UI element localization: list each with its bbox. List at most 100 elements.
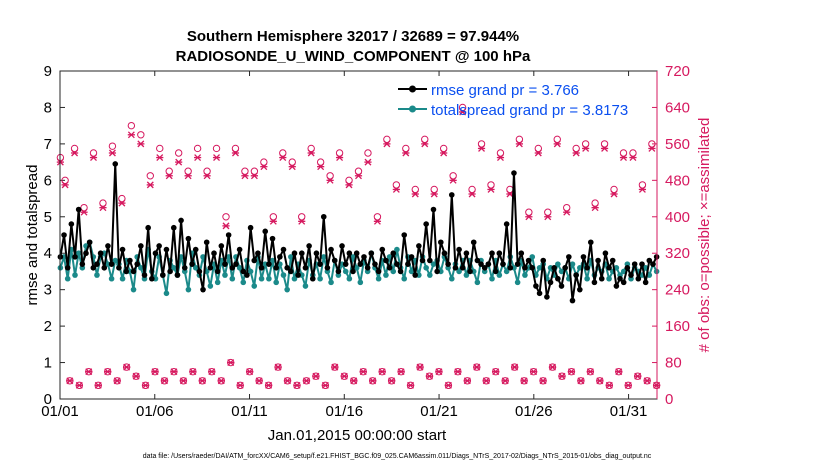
x-tick-label: 01/01 [41, 403, 79, 420]
rmse-point [317, 261, 323, 267]
obs-assimilated-point [383, 140, 391, 148]
totalspread-point [163, 290, 170, 297]
obs-assimilated-point [85, 368, 93, 376]
obs-possible-point [581, 140, 590, 148]
rmse-point [222, 261, 228, 267]
obs-assimilated-point [605, 381, 613, 389]
obs-assimilated-point [255, 377, 263, 385]
obs-assimilated-point [160, 377, 169, 385]
obs-possible-point [563, 203, 571, 212]
obs-possible-point [260, 158, 268, 166]
rmse-point [390, 250, 397, 257]
rmse-point [86, 239, 93, 246]
totalspread-point [503, 268, 510, 275]
rmse-point [211, 250, 217, 257]
totalspread-point [207, 283, 214, 289]
y-right-tick-label: 240 [665, 282, 690, 299]
obs-assimilated-point [638, 185, 647, 193]
rmse-point [577, 286, 583, 293]
obs-assimilated-point [402, 149, 410, 157]
totalspread-point [463, 272, 470, 278]
obs-assimilated-point [335, 154, 344, 162]
totalspread-point [427, 272, 433, 278]
obs-possible-point [383, 135, 391, 144]
obs-assimilated-point [123, 363, 131, 371]
obs-possible-point [165, 167, 173, 175]
rmse-point [240, 268, 247, 275]
totalspread-point [489, 275, 495, 282]
rmse-point [405, 261, 411, 267]
obs-assimilated-point [525, 213, 533, 221]
y-tick-label: 4 [44, 245, 52, 262]
y-tick-label: 1 [44, 355, 52, 372]
rmse-point [156, 243, 162, 249]
obs-assimilated-point [388, 377, 396, 385]
rmse-point [609, 257, 616, 264]
rmse-point [474, 257, 481, 264]
rmse-point [229, 265, 236, 271]
rmse-point [141, 272, 148, 278]
obs-assimilated-point [165, 172, 173, 180]
obs-possible-point [108, 142, 117, 150]
obs-assimilated-point [94, 381, 102, 389]
obs-assimilated-point [577, 377, 585, 385]
rmse-point [423, 221, 429, 227]
y-axis-label-right: # of obs: o=possible; ×=assimilated [696, 118, 713, 353]
footnote: data file: /Users/raeder/DAI/ATM_forcXX/… [143, 453, 652, 460]
rmse-point [64, 265, 71, 271]
y-axis-label: rmse and totalspread [24, 165, 41, 306]
rmse-point [295, 272, 301, 278]
rmse-point [309, 275, 316, 282]
obs-assimilated-point [236, 381, 244, 389]
rmse-point [163, 246, 170, 253]
rmse-point [299, 250, 305, 257]
rmse-point [551, 265, 557, 271]
obs-possible-point [439, 144, 448, 153]
rmse-point [350, 268, 356, 275]
rmse-point [470, 239, 477, 246]
obs-possible-point [61, 176, 69, 185]
obs-possible-point [307, 144, 315, 153]
x-axis-label: Jan.01,2015 00:00:00 start [268, 427, 447, 444]
rmse-point [606, 265, 612, 271]
obs-assimilated-point [354, 172, 363, 180]
rmse-point [408, 254, 415, 260]
obs-assimilated-point [511, 363, 519, 371]
rmse-point [328, 246, 334, 253]
obs-possible-point [212, 144, 221, 153]
rmse-point [335, 268, 342, 275]
totalspread-point [72, 272, 78, 278]
y-tick-label: 5 [44, 209, 52, 226]
obs-assimilated-point [279, 154, 287, 162]
totalspread-point [280, 272, 287, 278]
obs-assimilated-point [553, 140, 561, 148]
rmse-point [306, 243, 312, 249]
obs-possible-point [477, 140, 486, 148]
totalspread-point [138, 265, 144, 271]
rmse-point [291, 250, 298, 257]
rmse-point [379, 246, 386, 253]
obs-assimilated-point [544, 213, 552, 221]
obs-assimilated-point [454, 368, 462, 376]
rmse-point [522, 265, 528, 271]
rmse-point [602, 250, 609, 257]
obs-possible-point [487, 181, 495, 189]
rmse-point [244, 272, 250, 278]
obs-assimilated-point [293, 381, 301, 389]
obs-assimilated-point [350, 377, 358, 385]
obs-possible-point [80, 203, 88, 212]
totalspread-point [229, 275, 236, 282]
rmse-point [452, 265, 459, 271]
rmse-point [496, 250, 503, 257]
rmse-point [233, 261, 239, 267]
rmse-point [383, 257, 389, 264]
rmse-point [427, 257, 433, 264]
obs-assimilated-point [615, 368, 623, 376]
rmse-point [386, 265, 393, 271]
totalspread-point [112, 257, 119, 264]
obs-possible-point [430, 185, 438, 194]
obs-assimilated-point [444, 381, 453, 389]
obs-assimilated-point [643, 377, 651, 385]
totalspread-point [269, 257, 276, 264]
